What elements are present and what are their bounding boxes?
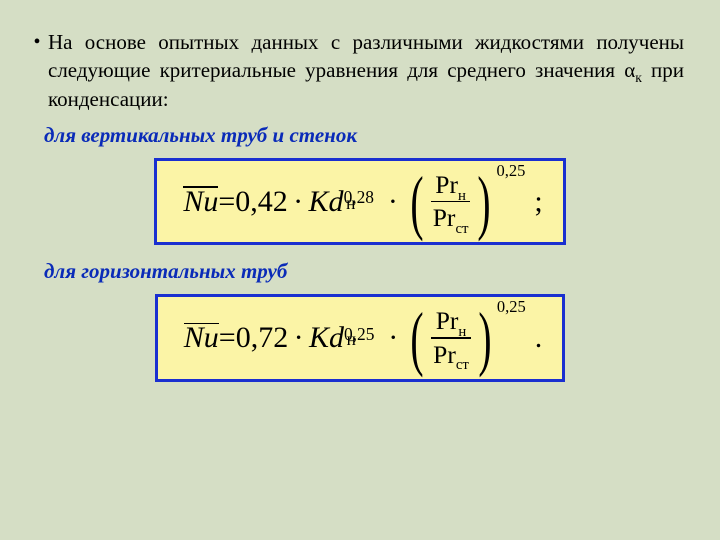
- eq1-eqsign: =: [218, 185, 235, 219]
- eq2-pr-den-sub: ст: [456, 357, 469, 373]
- eq2-pr-den: Pr: [433, 340, 456, 369]
- eq2-frac-den: Prст: [431, 341, 471, 369]
- eq1-pr-num-sub: н: [458, 188, 466, 204]
- subhead-vertical: для вертикальных труб и стенок: [44, 123, 684, 148]
- eq1-lparen: (: [410, 175, 423, 229]
- equation-2: Nu = 0,72 · Kd0,25н · ( Prн Prст: [184, 307, 543, 368]
- slide: • На основе опытных данных с различными …: [0, 0, 720, 540]
- eq2-trail: .: [527, 321, 542, 355]
- eq1-coef: 0,42: [235, 185, 288, 219]
- eq2-frac: Prн Prст: [429, 307, 473, 368]
- formula-2-wrap: Nu = 0,72 · Kd0,25н · ( Prн Prст: [36, 294, 684, 381]
- bullet-item: • На основе опытных данных с различными …: [26, 28, 684, 113]
- eq1-pr-num: Pr: [435, 170, 458, 199]
- eq1-dot2: ·: [382, 185, 403, 219]
- equation-1: Nu = 0,42 · Kd0,28н · ( Prн Prст: [183, 171, 542, 232]
- eq1-frac: Prн Prст: [429, 171, 473, 232]
- nu-bar-1: Nu: [183, 185, 218, 219]
- eq1-rparen: ): [478, 175, 491, 229]
- eq2-coef: 0,72: [236, 321, 289, 355]
- nu-bar-2: Nu: [184, 321, 219, 355]
- eq2-kd: Kd: [309, 321, 344, 355]
- eq1-frac-den: Prст: [431, 204, 471, 232]
- eq1-dot1: ·: [288, 185, 309, 219]
- eq1-pr-den: Pr: [433, 203, 456, 232]
- formula-1-box: Nu = 0,42 · Kd0,28н · ( Prн Prст: [154, 158, 565, 245]
- eq2-pr-num: Pr: [436, 306, 459, 335]
- eq2-dot1: ·: [288, 321, 309, 355]
- eq2-frac-num: Prн: [434, 307, 469, 335]
- eq1-frac-num: Prн: [433, 171, 468, 199]
- eq1-kd: Kd: [309, 185, 344, 219]
- eq1-frac-group: ( Prн Prст ) 0,25: [405, 171, 526, 232]
- eq2-dot2: ·: [383, 321, 404, 355]
- eq2-lparen: (: [411, 311, 424, 365]
- formula-1-wrap: Nu = 0,42 · Kd0,28н · ( Prн Prст: [36, 158, 684, 245]
- eq2-eqsign: =: [219, 321, 236, 355]
- eq1-pr-den-sub: ст: [455, 221, 468, 237]
- eq1-trail: ;: [527, 185, 543, 219]
- eq2-rparen: ): [478, 311, 491, 365]
- bullet-marker: •: [26, 28, 48, 54]
- bullet-text-pre: На основе опытных данных с различными жи…: [48, 30, 684, 82]
- eq2-pr-num-sub: н: [458, 324, 466, 340]
- eq2-frac-group: ( Prн Prст ) 0,25: [405, 307, 526, 368]
- subhead-horizontal: для горизонтальных труб: [44, 259, 684, 284]
- formula-2-box: Nu = 0,72 · Kd0,25н · ( Prн Prст: [155, 294, 566, 381]
- bullet-text: На основе опытных данных с различными жи…: [48, 28, 684, 113]
- bullet-text-sub: к: [635, 71, 642, 86]
